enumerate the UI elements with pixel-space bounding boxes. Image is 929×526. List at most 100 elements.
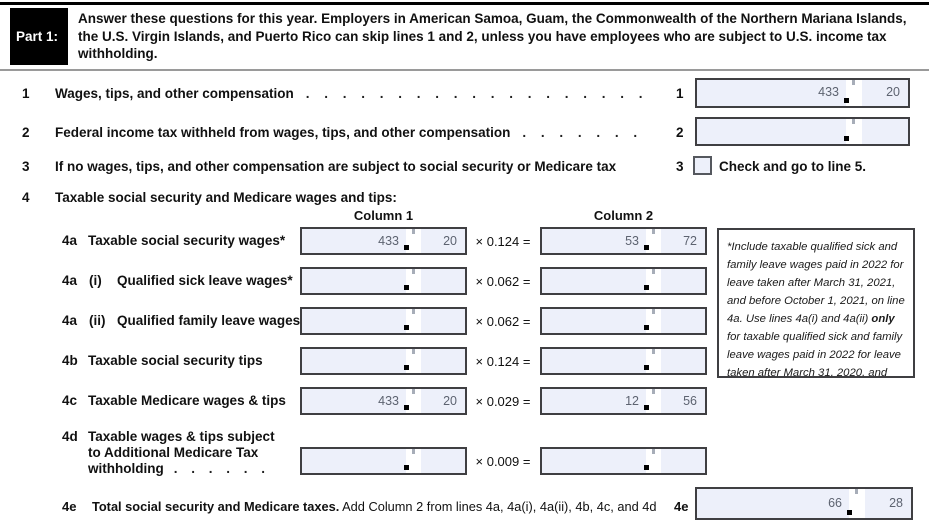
cents-divider [404,309,421,333]
line-4e-amount-field[interactable]: 66 28 [695,487,913,520]
line3-label: If no wages, tips, and other compensatio… [55,159,617,174]
decimal-point [404,285,409,290]
divider-tick [651,309,655,314]
line-4b-rate: × 0.124 = [475,354,531,369]
line-4ai-col2-field[interactable] [540,267,707,295]
line1-label-text: Wages, tips, and other compensation [55,86,294,101]
decimal-point [404,325,409,330]
decimal-point [844,136,849,141]
line1-number: 1 [22,86,30,101]
line-4d-col2-field[interactable] [540,447,707,475]
footnote-bold-word: only [871,313,895,325]
line-4c-col1-field[interactable]: 433 20 [300,387,467,415]
line-4d-col1-field[interactable] [300,447,467,475]
line-4b-col1-dollars [302,349,406,373]
line-4ai-col1-field[interactable] [300,267,467,295]
divider-tick [651,229,655,234]
decimal-point [644,365,649,370]
line4a-footnote-box: *Include taxable qualified sick and fami… [717,228,915,378]
divider-tick [852,80,855,85]
decimal-point [644,325,649,330]
line1-cents-divider [844,80,862,106]
line2-dot-leader: . . . . . . . [522,125,638,140]
line-4aii-sub: (ii) [89,313,106,328]
line-4a-col2-dollars: 53 [625,234,639,248]
footnote-part1: *Include taxable qualified sick and fami… [727,241,905,325]
line-4ai-col1-dollars [302,269,406,293]
line-4aii-col1-cents [421,309,465,333]
line2-number: 2 [22,125,30,140]
line2-amount-field[interactable] [695,117,910,146]
line3-checkbox[interactable] [693,156,712,175]
cents-divider [847,489,865,518]
line-4a-rate: × 0.124 = [475,234,531,249]
decimal-point [847,510,852,515]
line-4ai-number: 4a [62,273,78,288]
line2-dollars [697,119,846,144]
line-4a-label: Taxable social security wages* [88,233,286,248]
line2-box-number: 2 [676,125,684,140]
line-4aii-rate: × 0.062 = [475,314,531,329]
line-4aii-number: 4a [62,313,78,328]
line-4b-col2-field[interactable] [540,347,707,375]
line-4c-col2-field[interactable]: 12 56 [540,387,707,415]
cents-divider [644,229,661,253]
line-4c-label: Taxable Medicare wages & tips [88,393,286,408]
part1-tab-label: Part 1: [16,29,59,44]
footnote-part2: for taxable qualified sick and family le… [727,331,903,378]
line-4a-col1-dollars: 433 [378,234,399,248]
decimal-point [644,245,649,250]
line-4d-label-line3: withholding . . . . . . [88,461,265,476]
line-4aii-col2-cents [661,309,705,333]
line2-label-text: Federal income tax withheld from wages, … [55,125,511,140]
part1-description: Answer these questions for this year. Em… [78,11,907,61]
divider-tick [411,389,415,394]
line1-label: Wages, tips, and other compensation . . .… [55,86,660,101]
line-4a-col2-field[interactable]: 53 72 [540,227,707,255]
cents-divider [644,309,661,333]
line-4ai-col2-cents [661,269,705,293]
decimal-point [844,98,849,103]
line-4aii-col1-field[interactable] [300,307,467,335]
line1-box-number: 1 [676,86,684,101]
line-4b-col2-dollars [542,349,646,373]
line2-label: Federal income tax withheld from wages, … [55,125,660,140]
line1-dot-leader: . . . . . . . . . . . . . . . . . . . [305,86,643,101]
cents-divider [644,269,661,293]
divider-tick [852,119,855,124]
line-4a-col1-field[interactable]: 433 20 [300,227,467,255]
line-4aii-col2-field[interactable] [540,307,707,335]
line-4d-label-line1: Taxable wages & tips subject [88,429,275,444]
cents-divider [404,449,421,473]
line-4e-cents: 28 [889,496,903,510]
line-4e-label-bold: Total social security and Medicare taxes… [92,499,340,514]
decimal-point [644,285,649,290]
line-4c-col2-cents: 56 [683,394,697,408]
line-4ai-col1-cents [421,269,465,293]
decimal-point [404,465,409,470]
decimal-point [404,245,409,250]
cents-divider [404,349,421,373]
divider-tick [411,229,415,234]
line3-checkbox-label: Check and go to line 5. [719,159,867,174]
cents-divider [644,449,661,473]
line1-dollars: 433 [818,85,839,99]
line-4d-label-line3-text: withholding [88,461,164,476]
column2-header: Column 2 [593,208,654,223]
line-4a-number: 4a [62,233,78,248]
line-4e-dollars: 66 [828,496,842,510]
divider-tick [651,449,655,454]
column1-header: Column 1 [353,208,414,223]
line-4b-number: 4b [62,353,78,368]
cents-divider [404,229,421,253]
divider-tick [651,269,655,274]
line-4d-number: 4d [62,429,78,444]
decimal-point [644,405,649,410]
line4a-footnote-text: *Include taxable qualified sick and fami… [727,241,905,378]
line-4d-dot-leader: . . . . . . [173,461,265,476]
line-4c-col2-dollars: 12 [625,394,639,408]
line-4b-col1-field[interactable] [300,347,467,375]
line1-amount-field[interactable]: 433 20 [695,78,910,108]
line3-number: 3 [22,159,30,174]
line-4ai-sub: (i) [89,273,102,288]
